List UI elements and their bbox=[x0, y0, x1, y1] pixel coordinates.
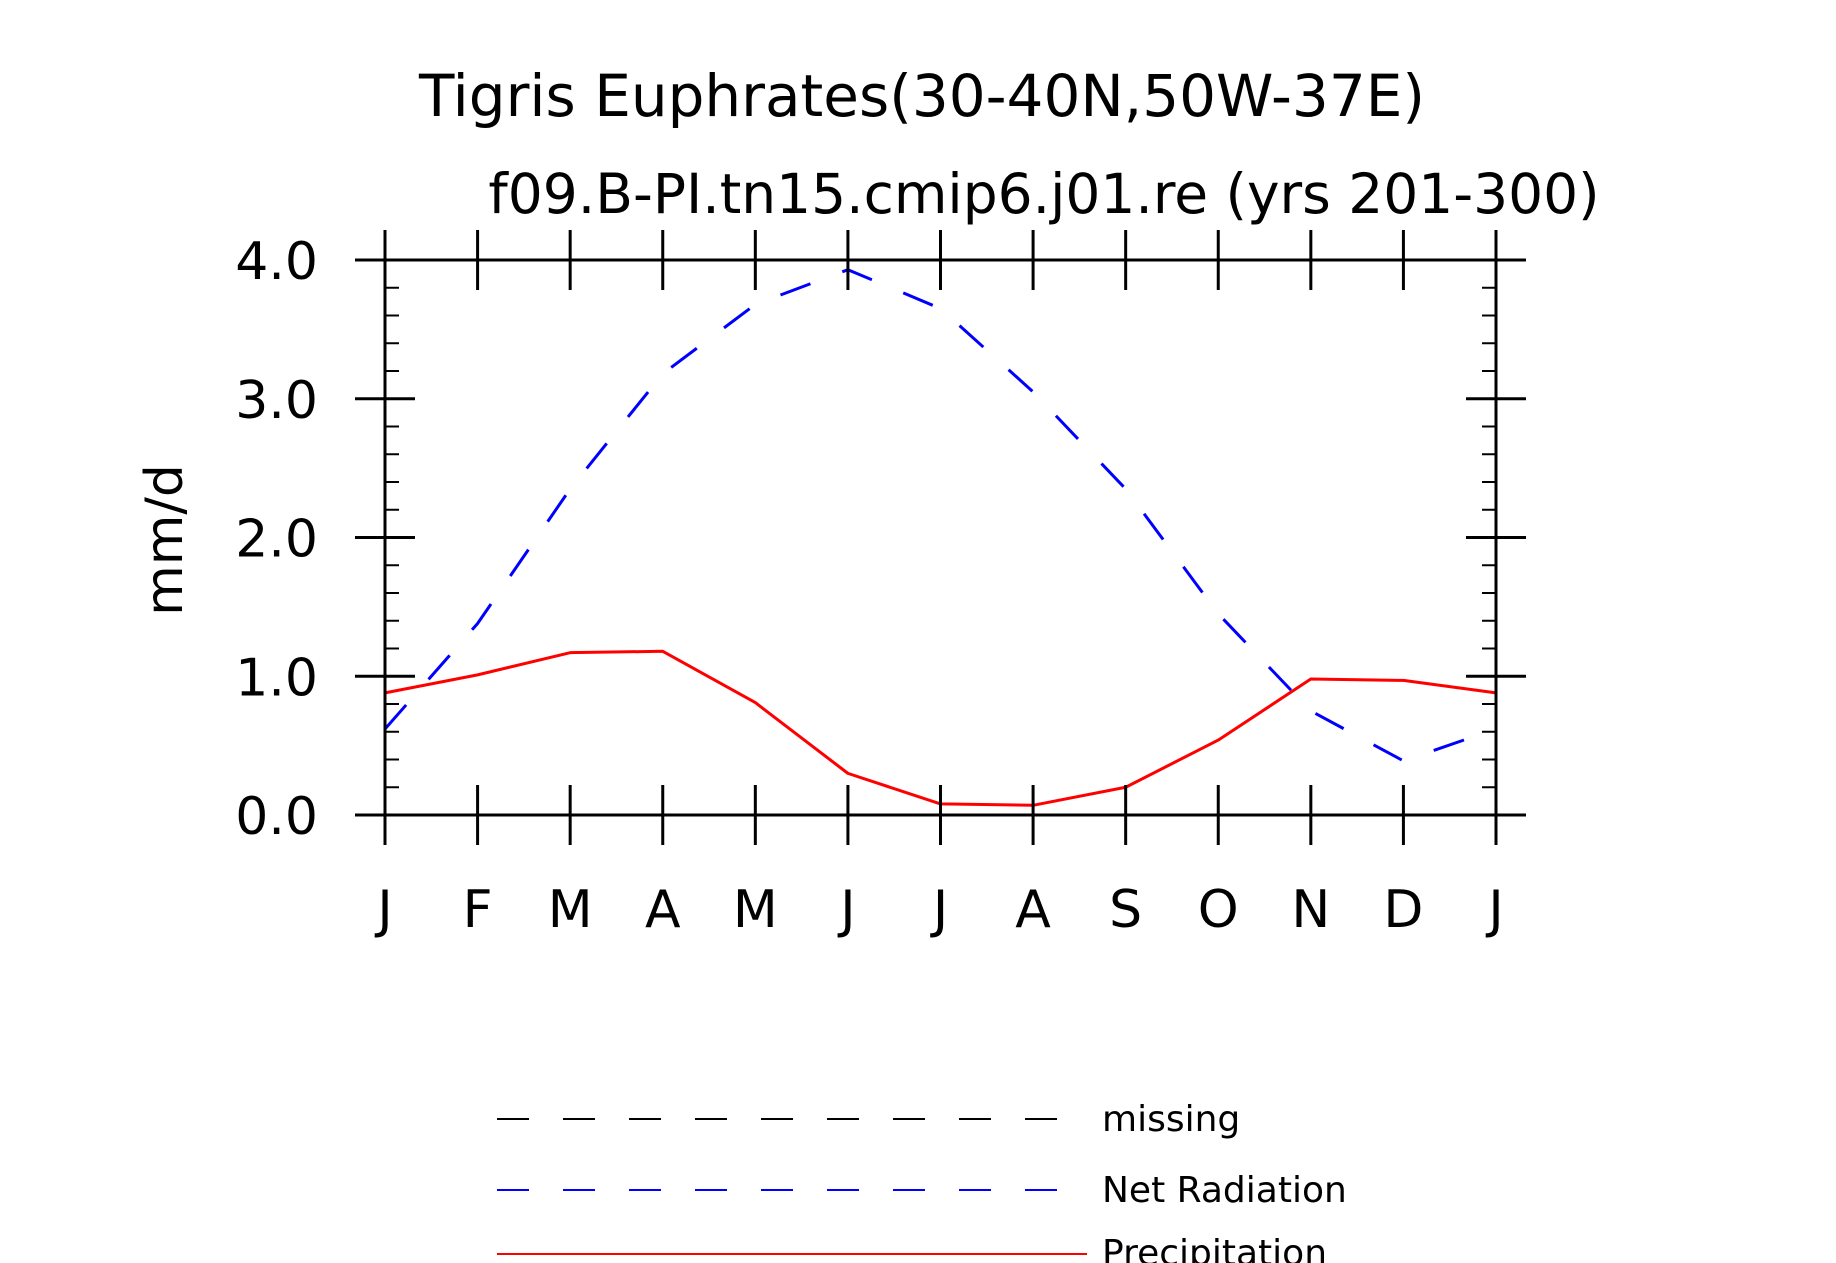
axes-layer: J F M A M J J A S O N D J0.01.02.03.04.0 bbox=[235, 230, 1526, 940]
legend: missing Net Radiation Precipitation bbox=[497, 1099, 1347, 1263]
x-tick-label: D bbox=[1383, 880, 1423, 940]
x-tick-label: A bbox=[1015, 880, 1051, 940]
series-layer bbox=[383, 268, 1497, 807]
x-tick-label: A bbox=[645, 880, 681, 940]
legend-label-net-radiation: Net Radiation bbox=[1102, 1170, 1347, 1211]
x-tick-label: J bbox=[837, 880, 855, 940]
x-tick-label: M bbox=[548, 880, 593, 940]
y-tick-label: 3.0 bbox=[235, 371, 318, 431]
plot-frame bbox=[383, 258, 1498, 817]
x-tick-label: J bbox=[1485, 880, 1503, 940]
chart-title: Tigris Euphrates(30-40N,50W-37E) bbox=[418, 62, 1425, 130]
y-tick-label: 1.0 bbox=[235, 648, 318, 708]
x-tick-label: J bbox=[374, 880, 392, 940]
legend-label-precipitation: Precipitation bbox=[1102, 1233, 1327, 1263]
x-tick-label: J bbox=[930, 880, 948, 940]
y-tick-label: 0.0 bbox=[235, 787, 318, 847]
series-line-net-radiation bbox=[383, 268, 1497, 763]
y-axis-label: mm/d bbox=[135, 464, 195, 616]
y-tick-label: 2.0 bbox=[235, 510, 318, 570]
y-tick-label: 4.0 bbox=[235, 232, 318, 292]
x-tick-label: N bbox=[1291, 880, 1330, 940]
x-tick-label: S bbox=[1109, 880, 1142, 940]
legend-label-missing: missing bbox=[1102, 1099, 1240, 1140]
x-tick-label: M bbox=[733, 880, 778, 940]
series-line-precipitation bbox=[384, 649, 1497, 807]
x-tick-label: O bbox=[1198, 880, 1239, 940]
chart-subtitle: f09.B-PI.tn15.cmip6.j01.re (yrs 201-300) bbox=[488, 162, 1599, 226]
x-tick-label: F bbox=[463, 880, 493, 940]
